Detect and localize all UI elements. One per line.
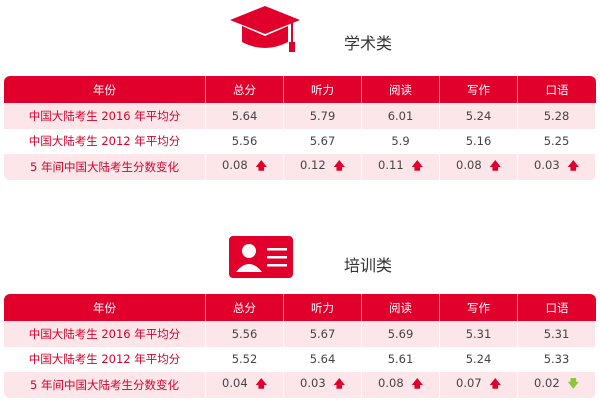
score-cell: 5.24 xyxy=(440,346,518,372)
section-title: 学术类 xyxy=(344,34,393,53)
score-cell: 5.33 xyxy=(518,346,596,372)
column-header: 口语 xyxy=(518,294,596,321)
arrow-up-icon: 🡅 xyxy=(333,159,345,173)
column-header: 口语 xyxy=(518,76,596,103)
score-cell: 5.9 xyxy=(362,128,440,154)
score-cell: 5.67 xyxy=(284,321,362,347)
score-cell: 0.03 🡅 xyxy=(518,154,596,180)
column-header: 写作 xyxy=(440,76,518,103)
score-cell: 5.16 xyxy=(440,128,518,154)
arrow-up-icon: 🡅 xyxy=(411,377,423,391)
table-row: 中国大陆考生 2016 年平均分 5.56 5.67 5.69 5.31 5.31 xyxy=(4,321,596,347)
row-label: 中国大陆考生 2012 年平均分 xyxy=(4,128,206,154)
table-row: 中国大陆考生 2016 年平均分 5.64 5.79 6.01 5.24 5.28 xyxy=(4,103,596,129)
score-cell: 0.03 🡅 xyxy=(284,372,362,398)
header-row: 年份 总分 听力 阅读 写作 口语 xyxy=(4,294,596,321)
arrow-up-icon: 🡅 xyxy=(489,159,501,173)
score-cell: 0.11 🡅 xyxy=(362,154,440,180)
score-cell: 5.61 xyxy=(362,346,440,372)
column-header: 年份 xyxy=(4,76,206,103)
section-title: 培训类 xyxy=(344,256,393,275)
section-academic-header: 学术类 xyxy=(0,0,600,60)
id-card-icon xyxy=(229,236,293,278)
row-label: 5 年间中国大陆考生分数变化 xyxy=(4,154,206,180)
score-cell: 0.07 🡅 xyxy=(440,372,518,398)
section-training-header: 培训类 xyxy=(0,228,600,288)
score-cell: 5.64 xyxy=(206,103,284,129)
row-label: 5 年间中国大陆考生分数变化 xyxy=(4,372,206,398)
score-cell: 0.08 🡅 xyxy=(440,154,518,180)
column-header: 总分 xyxy=(206,76,284,103)
row-label: 中国大陆考生 2016 年平均分 xyxy=(4,321,206,347)
column-header: 写作 xyxy=(440,294,518,321)
arrow-up-icon: 🡅 xyxy=(411,159,423,173)
academic-score-table: 年份 总分 听力 阅读 写作 口语 中国大陆考生 2016 年平均分 5.64 5.79 6.01… xyxy=(4,76,596,180)
score-cell: 5.28 xyxy=(518,103,596,129)
score-cell: 5.69 xyxy=(362,321,440,347)
table-row: 中国大陆考生 2012 年平均分 5.56 5.67 5.9 5.16 5.25 xyxy=(4,128,596,154)
score-cell: 5.31 xyxy=(440,321,518,347)
header-row: 年份 总分 听力 阅读 写作 口语 xyxy=(4,76,596,103)
score-cell: 0.08 🡅 xyxy=(362,372,440,398)
score-cell: 5.31 xyxy=(518,321,596,347)
graduation-cap-icon xyxy=(230,6,300,52)
arrow-up-icon: 🡅 xyxy=(255,159,267,173)
column-header: 总分 xyxy=(206,294,284,321)
score-cell: 0.08 🡅 xyxy=(206,154,284,180)
score-cell: 5.56 xyxy=(206,128,284,154)
score-cell: 0.12 🡅 xyxy=(284,154,362,180)
score-cell: 0.02 🡇 xyxy=(518,372,596,398)
score-cell: 5.64 xyxy=(284,346,362,372)
score-cell: 5.52 xyxy=(206,346,284,372)
score-cell: 5.24 xyxy=(440,103,518,129)
table-row: 中国大陆考生 2012 年平均分 5.52 5.64 5.61 5.24 5.33 xyxy=(4,346,596,372)
arrow-up-icon: 🡅 xyxy=(333,377,345,391)
column-header: 年份 xyxy=(4,294,206,321)
score-cell: 5.25 xyxy=(518,128,596,154)
score-cell: 5.79 xyxy=(284,103,362,129)
score-cell: 6.01 xyxy=(362,103,440,129)
arrow-down-icon: 🡇 xyxy=(567,377,579,391)
row-label: 中国大陆考生 2016 年平均分 xyxy=(4,103,206,129)
arrow-up-icon: 🡅 xyxy=(255,377,267,391)
column-header: 听力 xyxy=(284,294,362,321)
table-row: 5 年间中国大陆考生分数变化 0.08 🡅 0.12 🡅 0.11 🡅 0.08 🡅 0.03 🡅 xyxy=(4,154,596,180)
arrow-up-icon: 🡅 xyxy=(489,377,501,391)
row-label: 中国大陆考生 2012 年平均分 xyxy=(4,346,206,372)
training-score-table: 年份 总分 听力 阅读 写作 口语 中国大陆考生 2016 年平均分 5.56 5.67 5.69… xyxy=(4,294,596,398)
column-header: 听力 xyxy=(284,76,362,103)
score-cell: 5.56 xyxy=(206,321,284,347)
column-header: 阅读 xyxy=(362,294,440,321)
arrow-up-icon: 🡅 xyxy=(567,159,579,173)
table-row: 5 年间中国大陆考生分数变化 0.04 🡅 0.03 🡅 0.08 🡅 0.07 🡅 0.02 🡇 xyxy=(4,372,596,398)
column-header: 阅读 xyxy=(362,76,440,103)
score-cell: 5.67 xyxy=(284,128,362,154)
score-cell: 0.04 🡅 xyxy=(206,372,284,398)
